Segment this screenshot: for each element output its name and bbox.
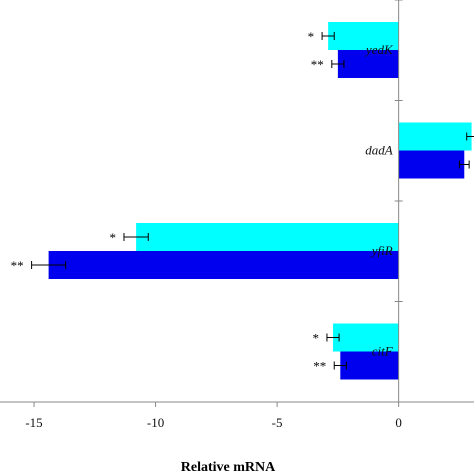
category-labels: yedK dadA yfiR citF (364, 42, 394, 359)
bar-dadA-s1 (398, 122, 472, 151)
bar-citF-s1 (333, 323, 399, 352)
bar-yedK-s1 (328, 22, 399, 50)
bars-group: ********* (11, 22, 474, 380)
x-tick-label-1: -10 (147, 415, 164, 430)
x-tick-label-2: -5 (272, 415, 283, 430)
significance-label-citF-s1: * (312, 331, 319, 346)
significance-label-yedK-s2: ** (311, 57, 324, 72)
bar-dadA-s2 (398, 150, 465, 179)
x-tick-label-0: -15 (25, 415, 42, 430)
significance-label-yfiR-s2: ** (11, 258, 24, 273)
x-axis-label: Relative mRNA (181, 460, 276, 474)
bar-yfiR-s2 (48, 251, 399, 279)
significance-label-yedK-s1: * (308, 29, 315, 44)
bar-yedK-s2 (337, 50, 399, 78)
category-label-citF: citF (372, 344, 394, 359)
category-label-dadA: dadA (365, 143, 393, 158)
significance-label-citF-s2: ** (313, 359, 326, 374)
x-tick-label-3: 0 (395, 415, 402, 430)
bar-citF-s2 (340, 351, 399, 380)
axes-group: -15 -10 -5 0 (0, 0, 474, 430)
category-label-yfiR: yfiR (370, 243, 393, 258)
significance-label-yfiR-s1: * (109, 230, 116, 245)
bar-yfiR-s1 (136, 223, 399, 251)
category-label-yedK: yedK (364, 42, 394, 57)
